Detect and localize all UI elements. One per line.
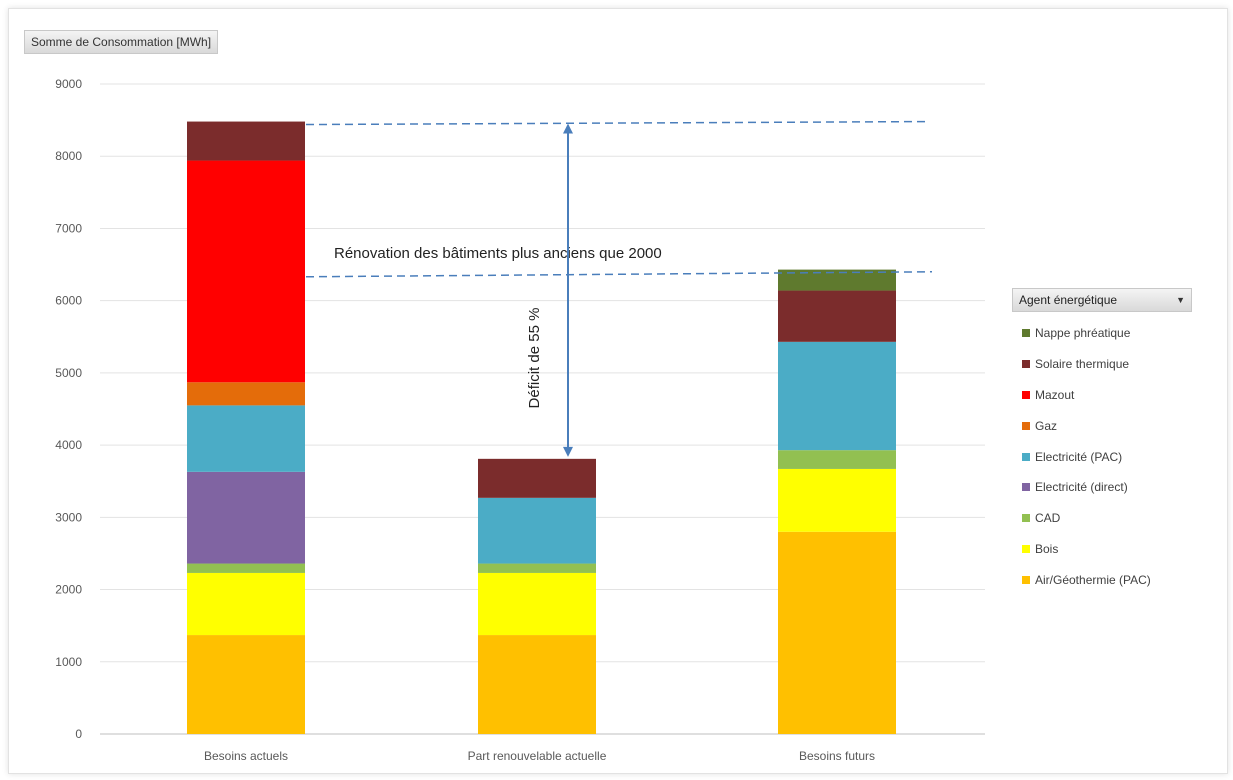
bar-segment[interactable] <box>187 405 305 472</box>
bars <box>187 121 896 734</box>
legend-item[interactable]: Air/Géothermie (PAC) <box>1012 564 1192 595</box>
arrow-head-up-icon <box>563 123 573 134</box>
legend-swatch <box>1022 452 1030 461</box>
bar-segment[interactable] <box>187 572 305 636</box>
x-category-label: Besoins actuels <box>204 749 288 763</box>
legend-item[interactable]: Electricité (direct) <box>1012 472 1192 503</box>
legend-swatch <box>1022 544 1030 553</box>
bar-segment[interactable] <box>778 468 896 532</box>
legend: Agent énergétique ▼ Nappe phréatique Sola… <box>1012 288 1192 595</box>
annotation-deficit: Déficit de 55 % <box>526 308 543 409</box>
legend-filter-button[interactable]: Agent énergétique ▼ <box>1012 288 1192 312</box>
legend-item[interactable]: Nappe phréatique <box>1012 318 1192 349</box>
legend-label: Mazout <box>1035 387 1075 402</box>
x-category-label: Part renouvelable actuelle <box>468 749 607 763</box>
bar-segment[interactable] <box>187 635 305 734</box>
y-tick-label: 7000 <box>55 221 82 235</box>
legend-item[interactable]: CAD <box>1012 503 1192 534</box>
bar-segment[interactable] <box>187 382 305 406</box>
legend-item[interactable]: Bois <box>1012 534 1192 565</box>
value-field-button[interactable]: Somme de Consommation [MWh] <box>24 30 219 54</box>
legend-item[interactable]: Gaz <box>1012 410 1192 441</box>
bar-segment[interactable] <box>187 471 305 564</box>
y-tick-label: 4000 <box>55 438 82 452</box>
legend-label: Bois <box>1035 541 1059 556</box>
reference-line-future <box>305 271 933 278</box>
annotations: Rénovation des bâtiments plus anciens qu… <box>305 120 933 457</box>
legend-swatch <box>1022 483 1030 492</box>
bar-segment[interactable] <box>478 635 596 734</box>
legend-label: Electricité (direct) <box>1035 480 1128 495</box>
y-tick-label: 9000 <box>55 77 82 91</box>
y-tick-label: 3000 <box>55 510 82 524</box>
legend-item[interactable]: Solaire thermique <box>1012 349 1192 380</box>
y-tick-label: 2000 <box>55 583 82 597</box>
arrow-head-down-icon <box>563 446 573 457</box>
bar-segment[interactable] <box>478 563 596 573</box>
legend-item[interactable]: Mazout <box>1012 380 1192 411</box>
bar-segment[interactable] <box>778 450 896 469</box>
y-tick-label: 5000 <box>55 366 82 380</box>
legend-label: Air/Géothermie (PAC) <box>1035 572 1151 587</box>
annotation-renovation: Rénovation des bâtiments plus anciens qu… <box>334 245 662 262</box>
bar-segment[interactable] <box>478 458 596 498</box>
bar-segment[interactable] <box>187 121 305 161</box>
y-tick-label: 1000 <box>55 655 82 669</box>
legend-label: Solaire thermique <box>1035 357 1130 372</box>
bar-segment[interactable] <box>778 290 896 342</box>
legend-title: Agent énergétique <box>1019 293 1118 307</box>
dropdown-arrow-icon[interactable]: ▼ <box>1176 295 1185 305</box>
bar-segment[interactable] <box>778 341 896 451</box>
bar-segment[interactable] <box>778 531 896 734</box>
legend-label: CAD <box>1035 511 1061 526</box>
legend-label: Electricité (PAC) <box>1035 449 1123 464</box>
y-tick-label: 0 <box>75 727 82 741</box>
x-category-label: Besoins futurs <box>799 749 875 763</box>
legend-label: Nappe phréatique <box>1035 326 1131 341</box>
legend-swatch <box>1022 360 1030 369</box>
legend-items: Nappe phréatique Solaire thermique Mazout G… <box>1012 318 1192 595</box>
bar-segment[interactable] <box>478 497 596 564</box>
legend-swatch <box>1022 390 1030 399</box>
bar-segment[interactable] <box>187 563 305 573</box>
bar-segment[interactable] <box>478 572 596 636</box>
legend-swatch <box>1022 421 1030 430</box>
reference-line-current <box>305 120 931 126</box>
legend-swatch <box>1022 514 1030 523</box>
bar-segment[interactable] <box>778 269 896 291</box>
legend-swatch <box>1022 329 1030 338</box>
y-axis-ticks: 0 1000 2000 3000 4000 5000 6000 7000 8000 9000 <box>55 77 82 741</box>
y-tick-label: 6000 <box>55 294 82 308</box>
legend-item[interactable]: Electricité (PAC) <box>1012 441 1192 472</box>
legend-swatch <box>1022 575 1030 584</box>
legend-label: Gaz <box>1035 418 1058 433</box>
bar-segment[interactable] <box>187 160 305 383</box>
y-tick-label: 8000 <box>55 149 82 163</box>
x-axis-categories: Besoins actuels Part renouvelable actuell… <box>204 749 875 763</box>
